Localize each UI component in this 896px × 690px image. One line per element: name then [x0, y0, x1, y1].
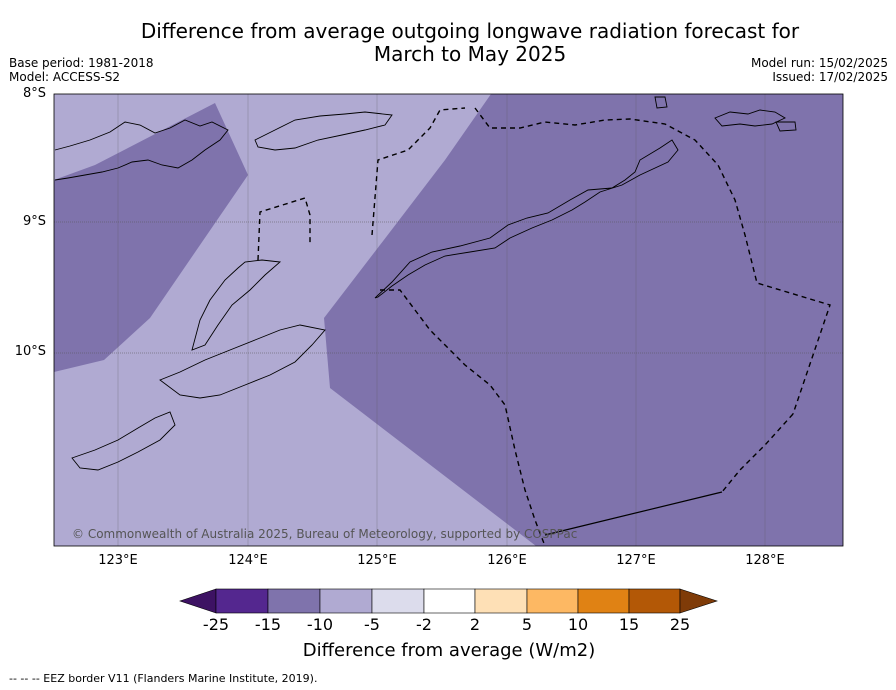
base-period: Base period: 1981-2018 [9, 56, 154, 70]
colorbar-tick: -2 [416, 615, 432, 634]
colorbar-tick: -10 [306, 615, 334, 634]
colorbar-segment [526, 588, 579, 614]
title-line-2: March to May 2025 [373, 42, 567, 66]
colorbar-tick: 10 [567, 615, 589, 634]
lon-label: 126°E [487, 553, 527, 568]
colorbar-extend-left [179, 588, 217, 614]
colorbar-segment [267, 588, 321, 614]
colorbar-tick: -5 [364, 615, 380, 634]
lat-label: 10°S [14, 344, 46, 359]
eez-legend-footer: -- -- -- EEZ border V11 (Flanders Marine… [9, 672, 318, 685]
model-name: Model: ACCESS-S2 [9, 70, 121, 84]
title-line-1: Difference from average outgoing longwav… [140, 19, 800, 43]
anomaly-band-dark-west [54, 103, 248, 372]
lat-label: 9°S [22, 214, 46, 229]
coastline-rote [159, 324, 326, 399]
map-area [54, 94, 843, 546]
coastline-timor [374, 139, 679, 299]
colorbar-tick: 15 [618, 615, 640, 634]
colorbar-segment [474, 588, 528, 614]
lon-label: 123°E [98, 553, 138, 568]
lat-label: 8°S [22, 86, 46, 101]
lon-label: 125°E [357, 553, 397, 568]
anomaly-band-dark-east [324, 94, 843, 546]
colorbar-tick: 25 [669, 615, 691, 634]
colorbar-tick: 5 [521, 615, 533, 634]
issued-date: Issued: 17/02/2025 [772, 70, 888, 84]
eez-border [257, 107, 831, 546]
coastline-islands-ne [654, 96, 797, 132]
lon-label: 124°E [228, 553, 268, 568]
gridlines [54, 221, 843, 354]
coastline-sumba [71, 411, 176, 471]
colorbar-segment [423, 588, 476, 614]
colorbar-segment [215, 588, 269, 614]
colorbar-tick: 2 [469, 615, 481, 634]
colorbar-segment [577, 588, 630, 614]
colorbar [179, 588, 718, 614]
model-run: Model run: 15/02/2025 [750, 56, 888, 70]
coastline-islands-north [254, 111, 393, 151]
coastline-west-timor [191, 259, 282, 351]
colorbar-segment [628, 588, 681, 614]
lon-label: 128°E [745, 553, 785, 568]
lon-label: 127°E [616, 553, 656, 568]
meta-right: Model run: 15/02/2025 Issued: 17/02/2025 [751, 56, 888, 84]
colorbar-title: Difference from average (W/m2) [302, 640, 596, 661]
meta-left: Base period: 1981-2018 Model: ACCESS-S2 [9, 56, 154, 84]
copyright-text: © Commonwealth of Australia 2025, Bureau… [72, 527, 577, 541]
colorbar-extend-right [679, 588, 718, 614]
coastline-flores [54, 119, 229, 181]
colorbar-segment [371, 588, 425, 614]
colorbar-tick: -15 [254, 615, 282, 634]
map-title: Difference from average outgoing longwav… [0, 20, 896, 66]
colorbar-tick: -25 [202, 615, 230, 634]
colorbar-segment [319, 588, 373, 614]
map-frame [53, 93, 844, 547]
eez-solid-segment [544, 491, 723, 536]
